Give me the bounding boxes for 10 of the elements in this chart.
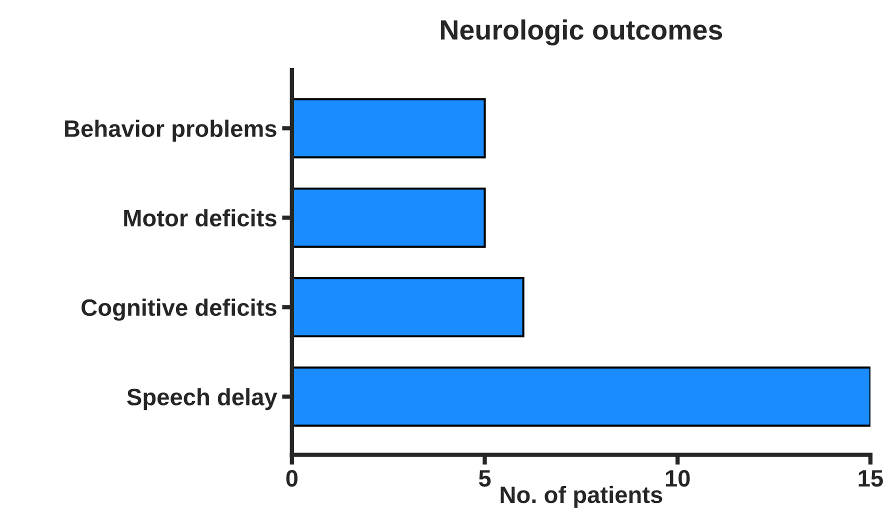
y-tick-label: Motor deficits (124, 209, 276, 226)
y-tick-label: Speech delay (127, 388, 278, 410)
x-axis-title: No. of patients (500, 486, 662, 508)
x-tick-label: 15 (858, 470, 883, 487)
x-tick-label: 10 (666, 470, 690, 487)
x-tick-label: 5 (478, 470, 491, 487)
x-tick-label: 0 (286, 470, 298, 487)
chart-title: Neurologic outcomes (441, 19, 722, 46)
y-tick-label: Cognitive deficits (82, 298, 276, 321)
y-tick-label: Behavior problems (65, 120, 276, 142)
